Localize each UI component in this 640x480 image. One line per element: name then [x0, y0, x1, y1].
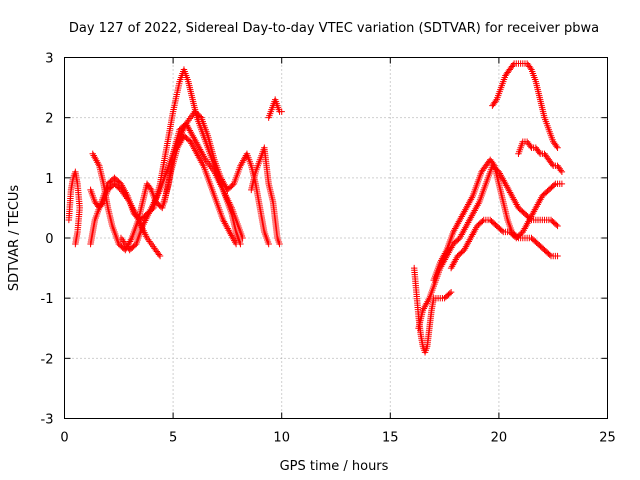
data-point-interp	[131, 242, 139, 249]
data-point	[447, 288, 455, 296]
series-arc-4	[87, 66, 244, 248]
data-point-interp	[509, 61, 517, 69]
axis-ticks: 0 5 10 15 20 25 -3 -2 -1 0 1 2 3	[41, 52, 616, 446]
data-point	[558, 168, 566, 176]
data-point-interp	[527, 143, 534, 150]
data-point-interp	[196, 113, 204, 120]
data-point-interp	[446, 290, 454, 297]
data-point-interp	[492, 97, 499, 105]
x-tick-label: 10	[273, 431, 290, 446]
data-point-interp	[557, 167, 565, 174]
y-tick-label: 3	[45, 52, 53, 67]
data-point-interp	[553, 143, 560, 150]
data-point-interp	[498, 227, 506, 234]
chart-title: Day 127 of 2022, Sidereal Day-to-day VTE…	[69, 21, 599, 36]
data-point-interp	[546, 251, 553, 259]
data-point	[72, 240, 79, 248]
data-point	[554, 252, 561, 260]
y-axis-label: SDTVAR / TECUs	[7, 185, 22, 292]
y-tick-label: -1	[41, 292, 54, 307]
data-point-interp	[553, 221, 560, 228]
series-arc-1	[65, 168, 83, 248]
x-tick-label: 15	[382, 431, 399, 446]
series-arc-7	[248, 144, 283, 248]
data-point-interp	[147, 185, 154, 192]
data-point-interp	[535, 149, 543, 156]
data-points	[65, 60, 566, 356]
data-point	[156, 252, 164, 260]
x-axis-label: GPS time / hours	[280, 459, 389, 474]
series-arc-12	[447, 180, 566, 272]
data-point	[558, 180, 566, 188]
data-point-interp	[479, 217, 486, 225]
data-point-interp	[155, 251, 163, 258]
series-arc-8	[265, 96, 285, 121]
data-point-interp	[527, 64, 534, 72]
series-arc-13	[489, 60, 561, 151]
data-point	[554, 222, 561, 230]
y-tick-label: 2	[45, 112, 53, 127]
data-point	[278, 108, 285, 115]
data-point	[232, 240, 240, 248]
y-tick-label: -2	[41, 352, 54, 367]
data-point	[554, 144, 561, 151]
data-point	[276, 240, 283, 248]
series-arc-11	[430, 156, 561, 284]
data-point	[265, 240, 272, 248]
y-tick-label: 1	[45, 172, 53, 187]
x-tick-label: 20	[491, 431, 508, 446]
y-tick-label: -3	[41, 413, 54, 428]
data-point-interp	[229, 181, 236, 189]
x-tick-label: 25	[599, 431, 616, 446]
data-point-interp	[550, 181, 558, 189]
data-point-interp	[548, 161, 556, 168]
series-arc-14	[515, 138, 566, 176]
y-tick-label: 0	[45, 232, 53, 247]
x-tick-label: 0	[60, 431, 68, 446]
series-arc-6	[161, 132, 240, 248]
data-point-interp	[490, 161, 497, 168]
x-tick-label: 5	[169, 431, 177, 446]
